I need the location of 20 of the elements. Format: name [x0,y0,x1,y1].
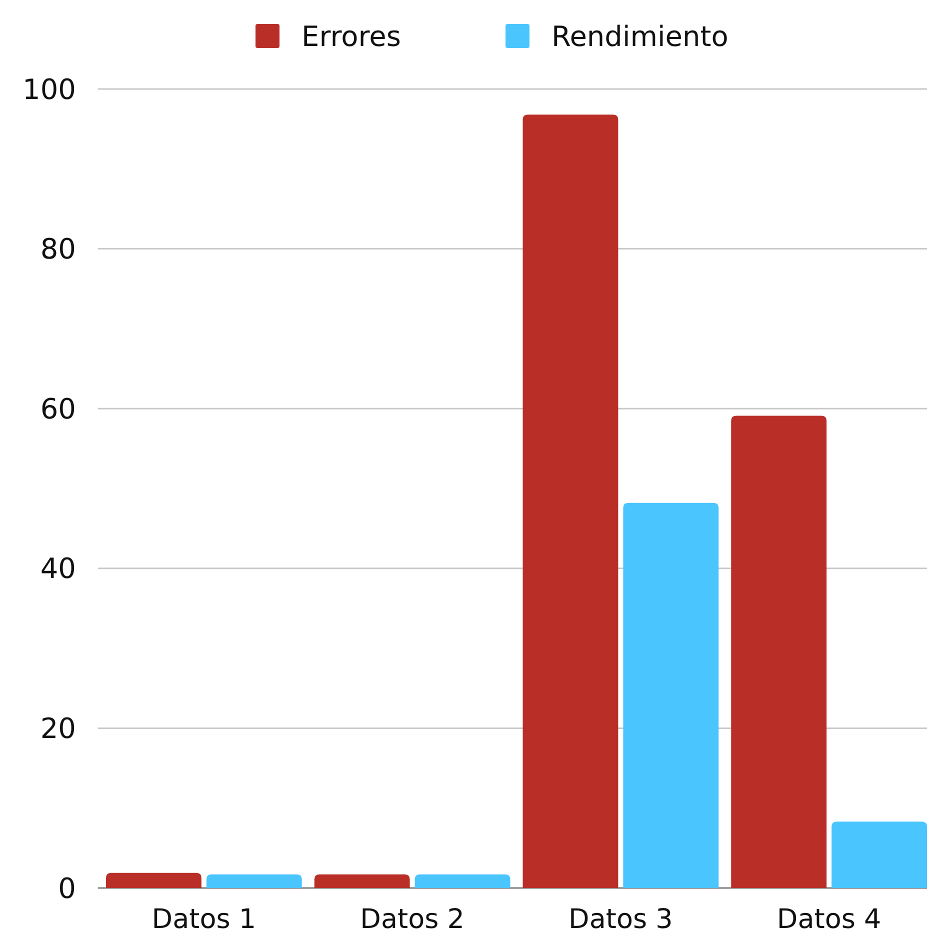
bar [832,822,927,888]
y-tick-label: 60 [40,392,76,426]
bar [623,502,719,888]
x-tick-label: Datos 1 [152,904,256,935]
bar [206,874,302,888]
y-tick-label: 100 [22,72,76,106]
bar [106,872,202,888]
bar [314,874,410,888]
y-tick-label: 0 [58,872,76,905]
x-tick-label: Datos 4 [776,904,882,935]
bar [522,114,618,888]
y-tick-label: 20 [40,712,76,745]
legend-label: Errores [302,20,401,53]
legend-label: Rendimiento [552,20,728,53]
x-tick-label: Datos 3 [568,904,673,935]
x-tick-label: Datos 2 [360,904,464,935]
y-tick-label: 80 [40,232,76,266]
y-tick-label: 40 [40,552,76,586]
bar [414,874,510,888]
bar [731,416,827,888]
